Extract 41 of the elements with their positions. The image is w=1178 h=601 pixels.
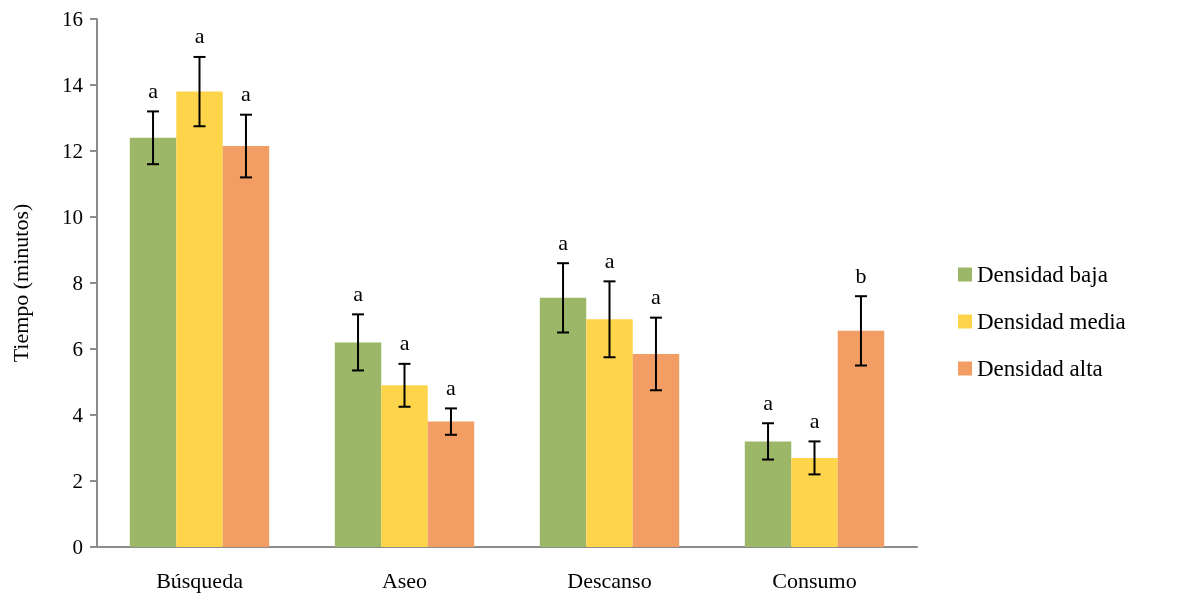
data-label: b	[855, 262, 867, 288]
data-label: a	[651, 284, 662, 310]
bar	[427, 421, 475, 547]
y-tick-label: 0	[72, 535, 83, 559]
y-tick-label: 6	[72, 337, 83, 361]
data-label: a	[399, 330, 410, 356]
legend-label: Densidad baja	[977, 262, 1108, 287]
bar	[791, 457, 838, 547]
bar	[539, 297, 587, 547]
bar	[632, 353, 680, 547]
legend-label: Densidad media	[977, 309, 1126, 334]
y-tick-label: 10	[62, 205, 83, 229]
data-label: a	[763, 389, 774, 415]
data-label: a	[353, 280, 364, 306]
bar	[334, 342, 382, 547]
x-tick-label: Aseo	[381, 567, 428, 593]
x-tick-label: Búsqueda	[156, 567, 244, 593]
data-label: a	[809, 407, 820, 433]
data-label: a	[446, 374, 457, 400]
y-axis-title: Tiempo (minutos)	[7, 203, 33, 363]
y-tick-label: 2	[72, 469, 83, 493]
y-tick-label: 4	[72, 403, 84, 427]
x-tick-label: Consumo	[772, 567, 857, 593]
bar	[837, 330, 885, 547]
bar	[222, 146, 270, 547]
bar	[176, 91, 223, 547]
data-label: a	[148, 77, 159, 103]
y-tick-label: 14	[62, 73, 84, 97]
bar	[586, 319, 633, 547]
y-tick-label: 16	[62, 7, 83, 31]
x-tick-label: Descanso	[567, 567, 652, 593]
y-tick-label: 8	[72, 271, 83, 295]
data-label: a	[558, 229, 569, 255]
bar	[381, 385, 428, 547]
bar	[129, 137, 177, 547]
data-label: a	[604, 247, 615, 273]
y-tick-label: 12	[62, 139, 83, 163]
data-label: a	[241, 81, 252, 107]
legend-label: Densidad alta	[977, 356, 1103, 381]
bar	[744, 441, 792, 547]
data-label: a	[194, 23, 205, 49]
